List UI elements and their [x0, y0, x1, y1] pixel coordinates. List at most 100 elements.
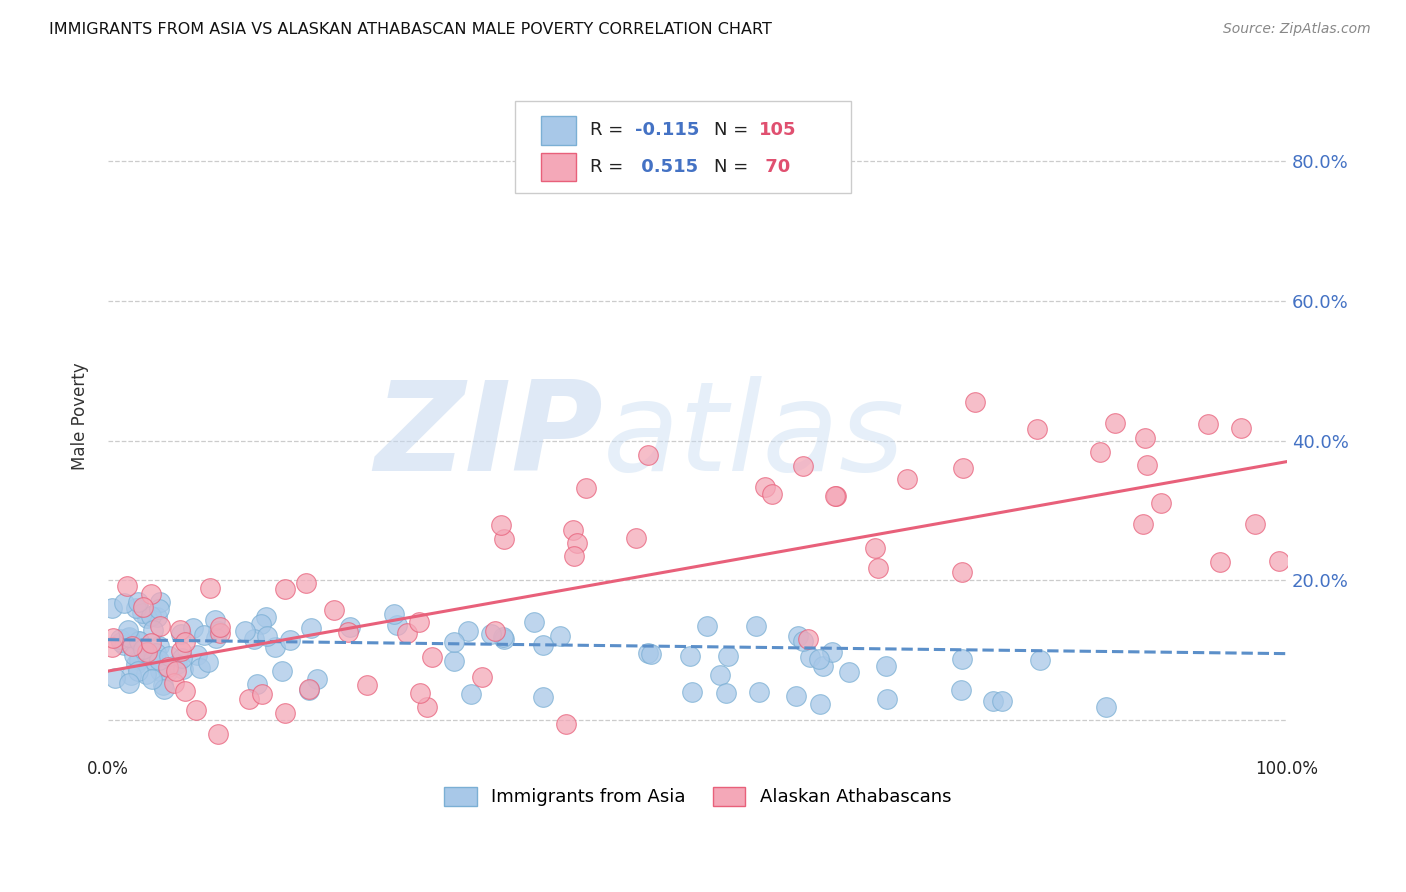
Point [101, 632, 124, 646]
Point [808, 652, 831, 666]
Text: R =: R = [591, 121, 630, 139]
Point [246, 677, 269, 691]
Point [145, 647, 167, 661]
Point [443, 655, 465, 669]
Point [128, 633, 150, 648]
Point [1026, 422, 1049, 436]
Point [981, 693, 1004, 707]
Point [148, 640, 170, 654]
Point [356, 678, 378, 692]
Point [799, 650, 821, 665]
Point [416, 699, 439, 714]
FancyBboxPatch shape [515, 101, 851, 193]
Point [271, 664, 294, 678]
Point [395, 625, 418, 640]
Point [489, 518, 512, 533]
Point [811, 658, 834, 673]
Point [952, 565, 974, 579]
Point [679, 649, 702, 664]
Point [197, 655, 219, 669]
Point [135, 647, 157, 661]
Point [385, 618, 408, 632]
Text: ZIP: ZIP [374, 376, 603, 497]
Point [492, 532, 515, 546]
Point [207, 727, 229, 741]
Point [709, 667, 731, 681]
Point [408, 615, 430, 629]
Text: 0.515: 0.515 [636, 158, 699, 176]
Point [193, 628, 215, 642]
Point [637, 449, 659, 463]
Point [142, 623, 165, 637]
Point [204, 613, 226, 627]
Point [101, 600, 124, 615]
Point [166, 657, 188, 672]
Point [141, 672, 163, 686]
Point [101, 640, 124, 654]
Point [122, 648, 145, 662]
Point [162, 675, 184, 690]
Point [339, 620, 361, 634]
Point [1197, 417, 1219, 431]
Point [127, 634, 149, 648]
Point [808, 697, 831, 711]
Point [1088, 445, 1111, 459]
Point [136, 610, 159, 624]
Point [494, 632, 516, 646]
Point [121, 639, 143, 653]
Point [696, 619, 718, 633]
Point [1268, 554, 1291, 568]
Point [127, 664, 149, 678]
Point [170, 644, 193, 658]
Point [205, 631, 228, 645]
Point [153, 681, 176, 696]
Point [792, 458, 814, 473]
Point [208, 625, 231, 640]
Point [420, 650, 443, 665]
Point [681, 685, 703, 699]
Point [821, 645, 844, 659]
Point [141, 587, 163, 601]
Point [188, 661, 211, 675]
Point [149, 664, 172, 678]
Point [876, 692, 898, 706]
Point [875, 659, 897, 673]
Point [575, 481, 598, 495]
FancyBboxPatch shape [541, 153, 576, 181]
Point [127, 595, 149, 609]
FancyBboxPatch shape [541, 116, 576, 145]
Point [787, 629, 810, 643]
Point [157, 649, 180, 664]
Point [305, 672, 328, 686]
Point [748, 685, 770, 699]
Point [117, 632, 139, 646]
Point [169, 623, 191, 637]
Point [949, 682, 972, 697]
Legend: Immigrants from Asia, Alaskan Athabascans: Immigrants from Asia, Alaskan Athabascan… [437, 780, 959, 814]
Point [165, 665, 187, 679]
Point [1132, 516, 1154, 531]
Point [172, 650, 194, 665]
Point [561, 523, 583, 537]
Point [117, 624, 139, 638]
Point [208, 620, 231, 634]
Point [717, 648, 740, 663]
Point [484, 624, 506, 639]
Point [112, 596, 135, 610]
Point [1133, 431, 1156, 445]
Point [243, 632, 266, 646]
Point [963, 395, 986, 409]
Point [103, 671, 125, 685]
Text: -0.115: -0.115 [636, 121, 699, 139]
Point [825, 490, 848, 504]
Point [148, 653, 170, 667]
Point [264, 640, 287, 655]
Point [460, 687, 482, 701]
Point [745, 619, 768, 633]
Point [952, 461, 974, 475]
Point [118, 630, 141, 644]
Point [824, 489, 846, 503]
Point [550, 629, 572, 643]
Point [950, 652, 973, 666]
Point [135, 667, 157, 681]
